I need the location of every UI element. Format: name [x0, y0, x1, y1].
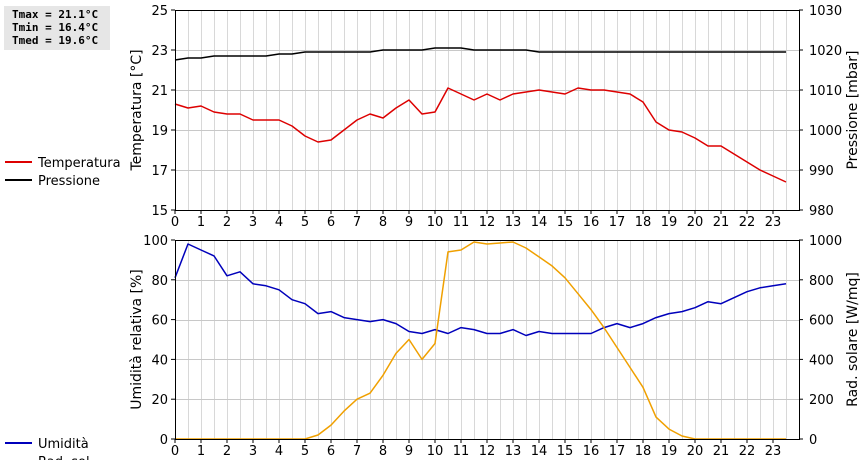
bottom-series-umidit-line — [174, 243, 787, 337]
bottom-left-tick-label: 20 — [151, 393, 168, 408]
bottom-left-tick-label: 100 — [143, 234, 168, 249]
bottom-left-tick-label: 40 — [151, 353, 168, 368]
top-right-tick-label: 1030 — [809, 4, 842, 19]
bottom-x-tick-label: 22 — [739, 444, 756, 459]
bottom-x-tick-label: 0 — [171, 444, 179, 459]
bottom-x-tick-label: 23 — [765, 444, 782, 459]
bottom-x-tick-label: 7 — [353, 444, 361, 459]
bottom-right-axis-title: Rad. solare [W/mq] — [845, 272, 860, 407]
bottom-x-tick-label: 10 — [427, 444, 444, 459]
bottom-x-tick-label: 6 — [327, 444, 335, 459]
bottom-x-tick-label: 5 — [301, 444, 309, 459]
top-x-tick-label: 14 — [531, 215, 548, 230]
top-left-axis-title: Temperatura [°C] — [129, 49, 145, 171]
top-left-tick-label: 25 — [151, 4, 168, 19]
top-x-tick-label: 6 — [327, 215, 335, 230]
top-legend-label: Pressione — [38, 174, 100, 189]
top-right-tick-label: 980 — [809, 204, 834, 219]
bottom-x-tick-label: 21 — [713, 444, 730, 459]
top-right-axis-title: Pressione [mbar] — [845, 50, 860, 169]
bottom-x-tick-label: 15 — [557, 444, 574, 459]
top-x-tick-label: 5 — [301, 215, 309, 230]
tmax-stat: Tmax = 21.1°C — [12, 8, 99, 21]
bottom-right-tick-label: 1000 — [809, 234, 842, 249]
bottom-x-tick-label: 14 — [531, 444, 548, 459]
tmin-stat: Tmin = 16.4°C — [12, 21, 99, 34]
top-x-tick-label: 11 — [453, 215, 470, 230]
bottom-x-tick-label: 16 — [583, 444, 600, 459]
bottom-legend-label: Rad. sol. — [38, 455, 94, 460]
bottom-x-tick-label: 2 — [223, 444, 231, 459]
bottom-x-tick-label: 13 — [505, 444, 522, 459]
top-right-tick-label: 1020 — [809, 44, 842, 59]
bottom-x-tick-label: 9 — [405, 444, 413, 459]
bottom-x-tick-label: 8 — [379, 444, 387, 459]
top-x-tick-label: 8 — [379, 215, 387, 230]
top-x-tick-label: 19 — [661, 215, 678, 230]
top-x-tick-label: 12 — [479, 215, 496, 230]
top-x-tick-label: 10 — [427, 215, 444, 230]
top-x-tick-label: 20 — [687, 215, 704, 230]
bottom-series-rad-sol-line — [175, 241, 786, 440]
bottom-left-tick-label: 0 — [160, 433, 168, 448]
bottom-left-tick-label: 80 — [151, 274, 168, 289]
top-x-tick-label: 22 — [739, 215, 756, 230]
bottom-legend-label: Umidità — [38, 437, 89, 452]
bottom-x-tick-label: 3 — [249, 444, 257, 459]
bottom-left-axis-title: Umidità relativa [%] — [129, 269, 145, 410]
bottom-right-tick-label: 400 — [809, 353, 834, 368]
top-x-tick-label: 9 — [405, 215, 413, 230]
bottom-x-tick-label: 11 — [453, 444, 470, 459]
top-x-tick-label: 17 — [609, 215, 626, 230]
top-x-tick-label: 2 — [223, 215, 231, 230]
top-left-tick-label: 21 — [151, 84, 168, 99]
top-x-tick-label: 1 — [197, 215, 205, 230]
bottom-right-tick-label: 200 — [809, 393, 834, 408]
top-x-tick-label: 7 — [353, 215, 361, 230]
bottom-x-tick-label: 1 — [197, 444, 205, 459]
top-x-tick-label: 3 — [249, 215, 257, 230]
top-x-tick-label: 18 — [635, 215, 652, 230]
top-x-tick-label: 23 — [765, 215, 782, 230]
top-x-tick-label: 16 — [583, 215, 600, 230]
top-series-temperatura-line — [174, 87, 787, 183]
top-x-tick-label: 21 — [713, 215, 730, 230]
top-x-tick-label: 0 — [171, 215, 179, 230]
top-left-tick-label: 23 — [151, 44, 168, 59]
bottom-left-tick-label: 60 — [151, 314, 168, 329]
temperature-stats-box: Tmax = 21.1°C Tmin = 16.4°C Tmed = 19.6°… — [4, 6, 110, 50]
bottom-x-tick-label: 18 — [635, 444, 652, 459]
bottom-right-tick-label: 0 — [809, 433, 817, 448]
top-right-tick-label: 990 — [809, 164, 834, 179]
top-left-tick-label: 19 — [151, 124, 168, 139]
bottom-x-tick-label: 17 — [609, 444, 626, 459]
top-series-pressione-line — [174, 47, 786, 61]
top-x-tick-label: 13 — [505, 215, 522, 230]
bottom-x-tick-label: 19 — [661, 444, 678, 459]
top-x-tick-label: 4 — [275, 215, 283, 230]
bottom-x-tick-label: 4 — [275, 444, 283, 459]
top-x-tick-label: 15 — [557, 215, 574, 230]
top-left-tick-label: 15 — [151, 204, 168, 219]
bottom-right-tick-label: 600 — [809, 314, 834, 329]
top-right-tick-label: 1010 — [809, 84, 842, 99]
tmed-stat: Tmed = 19.6°C — [12, 34, 99, 47]
bottom-x-tick-label: 12 — [479, 444, 496, 459]
top-chart: 0 1 2 3 4 5 6 7 8 9 10 11 12 13 14 15 16 17 18 19 20 21 22 2315… — [5, 4, 860, 230]
bottom-chart: 0 1 2 3 4 5 6 7 8 9 10 11 12 13 14 15 16 17 18 19 20 21 22 2302… — [5, 234, 860, 460]
top-right-tick-label: 1000 — [809, 124, 842, 139]
top-legend-label: Temperatura — [37, 156, 121, 171]
top-left-tick-label: 17 — [151, 164, 168, 179]
bottom-x-tick-label: 20 — [687, 444, 704, 459]
bottom-right-tick-label: 800 — [809, 274, 834, 289]
